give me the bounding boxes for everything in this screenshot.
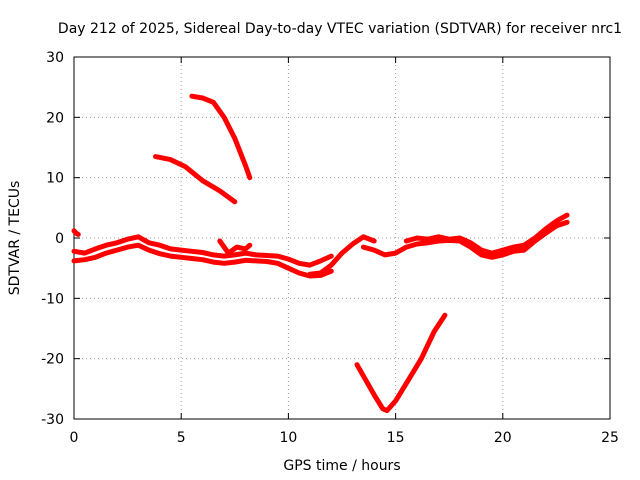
y-tick-label: 20 (46, 110, 64, 126)
x-tick-label: 15 (387, 430, 405, 446)
x-tick-label: 10 (279, 430, 297, 446)
series-baseline-band-lower (71, 242, 334, 279)
x-tick-label: 25 (601, 430, 619, 446)
series-arc-rising-mid (153, 154, 238, 205)
series-early-start (71, 228, 81, 237)
y-tick-label: -10 (41, 291, 64, 307)
series-dip-arc (354, 312, 448, 414)
series-afternoon-band (360, 219, 570, 260)
series-afternoon-band-upper (403, 212, 570, 256)
x-tick-label: 0 (70, 430, 79, 446)
x-tick-label: 20 (494, 430, 512, 446)
y-tick-label: -30 (41, 412, 64, 428)
series-midday-ramp (307, 234, 377, 277)
y-tick-label: 10 (46, 171, 64, 187)
chart-title: Day 212 of 2025, Sidereal Day-to-day VTE… (58, 21, 622, 37)
y-tick-label: -20 (41, 352, 64, 368)
series-baseline-band-upper (71, 234, 334, 268)
y-axis-label: SDTVAR / TECUs (7, 181, 23, 296)
y-tick-label: 0 (55, 231, 64, 247)
x-axis-label: GPS time / hours (283, 458, 400, 474)
x-tick-label: 5 (177, 430, 186, 446)
y-tick-label: 30 (46, 50, 64, 66)
series-morning-spike (217, 238, 253, 256)
series-arc-rising-high (189, 93, 253, 181)
